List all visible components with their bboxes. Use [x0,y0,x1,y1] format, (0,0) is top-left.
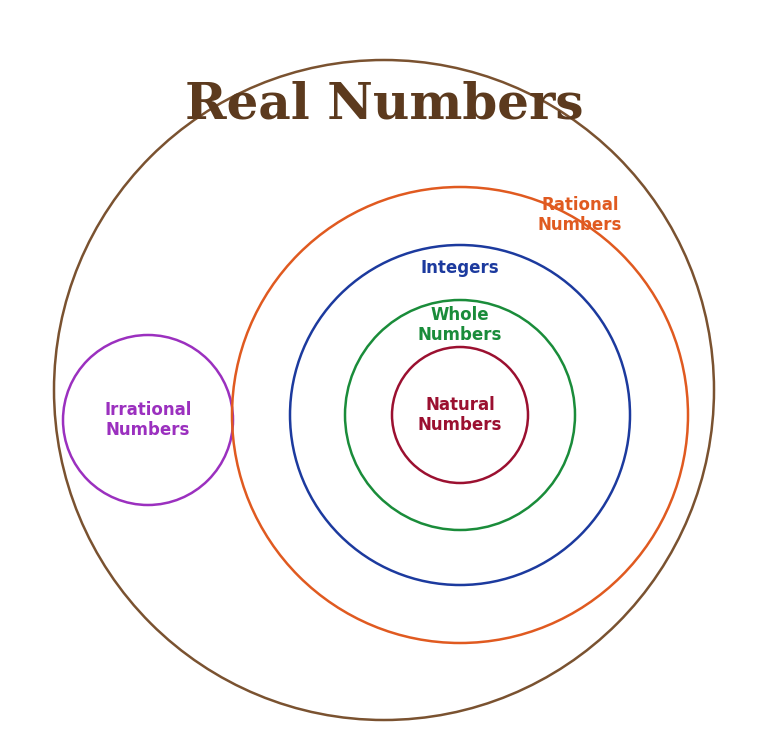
Text: Whole
Numbers: Whole Numbers [418,305,502,344]
Text: Integers: Integers [421,259,499,277]
Text: Real Numbers: Real Numbers [185,80,583,130]
Text: Rational
Numbers: Rational Numbers [538,196,622,235]
Text: Irrational
Numbers: Irrational Numbers [104,400,192,439]
Text: Natural
Numbers: Natural Numbers [418,395,502,434]
